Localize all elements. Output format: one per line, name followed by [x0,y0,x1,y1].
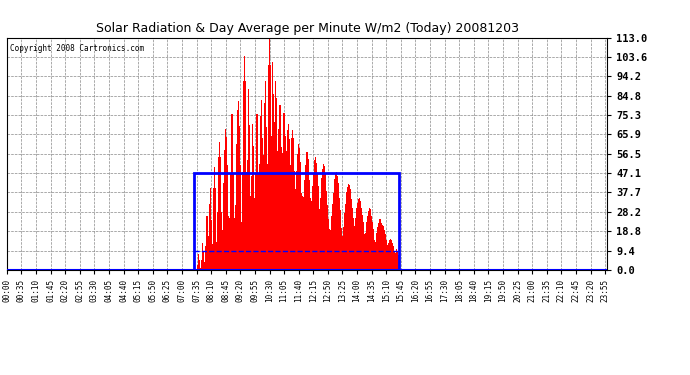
Text: Copyright 2008 Cartronics.com: Copyright 2008 Cartronics.com [10,45,144,54]
Bar [195,173,399,270]
Title: Solar Radiation & Day Average per Minute W/m2 (Today) 20081203: Solar Radiation & Day Average per Minute… [95,22,519,35]
